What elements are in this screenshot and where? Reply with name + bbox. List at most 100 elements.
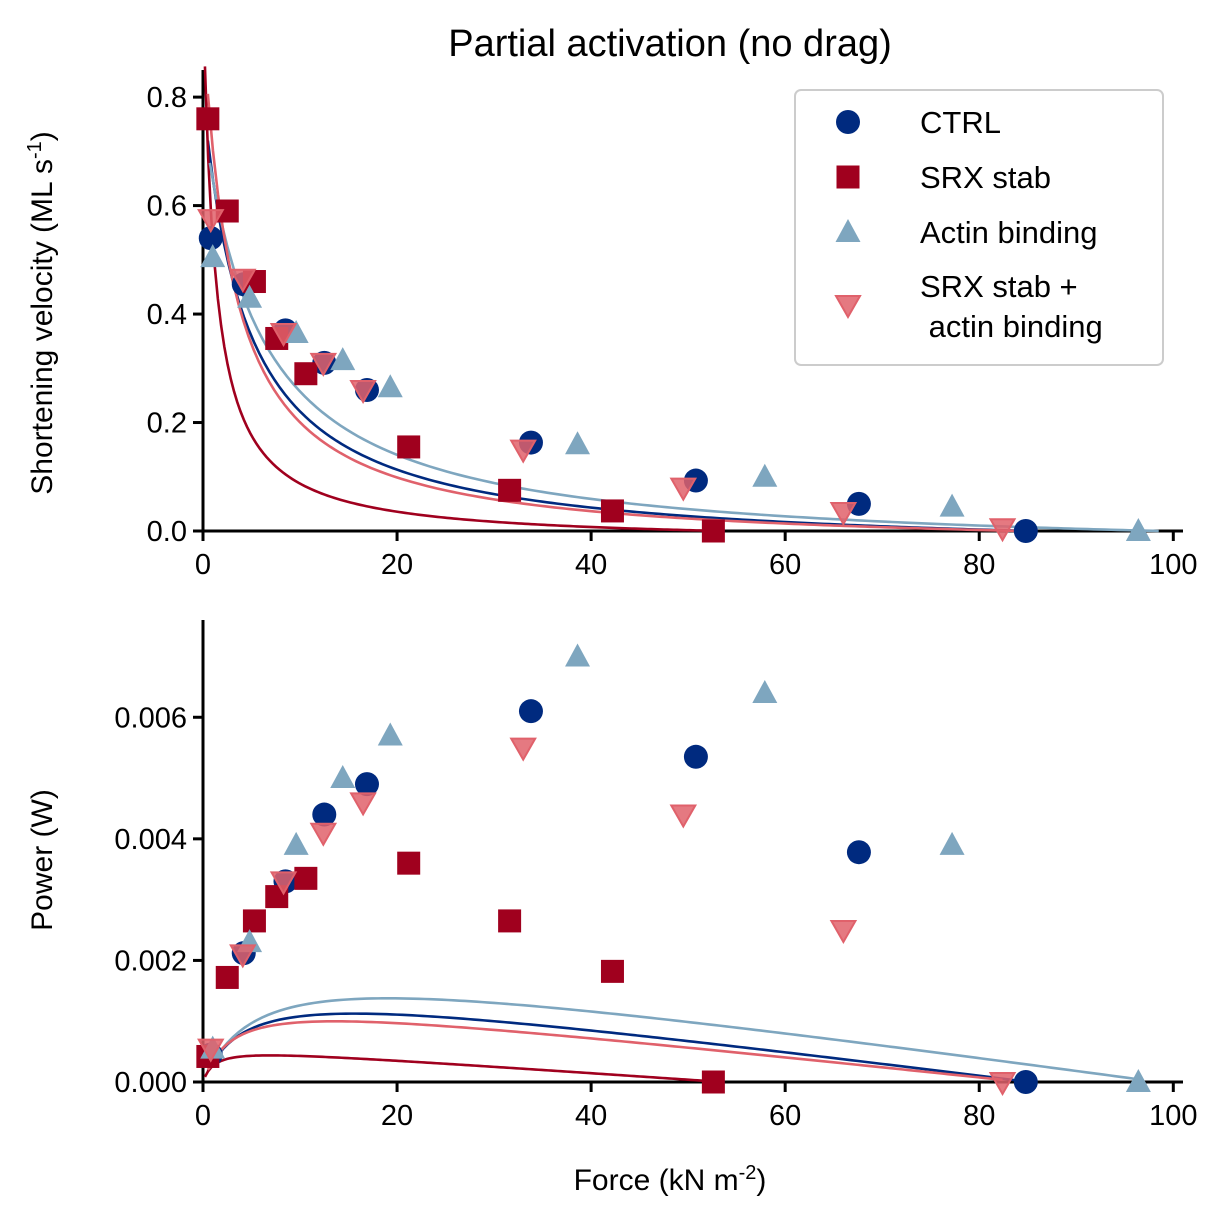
data-point — [312, 802, 337, 827]
legend-label: CTRL — [920, 105, 1001, 140]
data-point — [197, 209, 225, 234]
y-tick-label: 0.000 — [114, 1067, 187, 1099]
y-tick-label: 0.6 — [147, 191, 187, 223]
fit-curve — [203, 66, 723, 533]
y-tick-label: 0.004 — [114, 824, 187, 856]
x-tick-label: 20 — [381, 1100, 413, 1132]
x-tick-label: 60 — [769, 549, 801, 581]
x-tick-label: 100 — [1149, 549, 1197, 581]
data-point — [829, 502, 858, 527]
chart-title: Partial activation (no drag) — [448, 23, 892, 65]
y-tick-label: 0.4 — [147, 299, 187, 331]
legend-marker — [836, 165, 860, 189]
x-tick-label: 60 — [769, 1100, 801, 1132]
data-point — [669, 477, 698, 502]
legend-marker — [835, 219, 861, 242]
data-point — [669, 804, 698, 829]
x-tick-label: 40 — [575, 549, 607, 581]
data-point — [752, 463, 778, 487]
fit-curve — [206, 1020, 1003, 1082]
data-point — [498, 478, 522, 502]
data-point — [215, 965, 239, 989]
data-point — [988, 518, 1017, 543]
data-point — [200, 244, 226, 268]
data-point — [1125, 518, 1151, 541]
x-tick-label: 20 — [381, 549, 413, 581]
data-point — [988, 1072, 1017, 1097]
data-point — [1125, 1069, 1151, 1092]
data-point — [377, 722, 403, 746]
data-point — [701, 519, 725, 543]
data-point — [294, 866, 318, 890]
legend-marker — [834, 295, 862, 320]
y-tick-label: 0.006 — [114, 702, 187, 734]
x-tick-label: 0 — [195, 1100, 211, 1132]
x-tick-label: 80 — [963, 1100, 995, 1132]
data-point — [196, 107, 220, 131]
data-point — [829, 920, 858, 945]
velocity-plot: 0 20 40 60 80 100 0.0 0.2 0.4 0.6 0.8 — [147, 66, 1197, 581]
data-point — [197, 1038, 225, 1063]
legend: CTRL SRX stab Actin binding SRX stab + acti… — [794, 89, 1164, 366]
data-point — [309, 352, 338, 377]
force-x-axis-label: Force (kN m-2) — [574, 1162, 767, 1197]
data-point — [752, 679, 778, 703]
data-point — [283, 831, 309, 855]
data-point — [198, 226, 223, 251]
data-point — [565, 431, 591, 455]
data-point — [846, 491, 871, 516]
data-point — [397, 435, 421, 459]
y-tick-label: 0.2 — [147, 408, 187, 440]
data-point — [397, 851, 421, 875]
legend-label: Actin binding — [920, 215, 1098, 250]
force-x-axis-label-sup: -2 — [739, 1162, 757, 1184]
power-y-axis-label: Power (W) — [26, 789, 59, 931]
data-point — [509, 737, 537, 762]
data-point — [1013, 1070, 1038, 1094]
data-point — [518, 699, 543, 724]
data-point — [229, 944, 257, 969]
data-point — [701, 1070, 725, 1094]
y-tick-label: 0.0 — [147, 516, 187, 548]
data-point — [846, 840, 871, 865]
velocity-y-axis-label: Shortening velocity (ML s-1) — [24, 131, 59, 495]
legend-box — [794, 89, 1164, 366]
legend-marker — [836, 110, 860, 134]
data-point — [237, 284, 263, 308]
data-point — [600, 959, 624, 983]
fit-curve — [208, 997, 1139, 1081]
data-point — [377, 374, 403, 398]
data-point — [215, 199, 239, 223]
data-point — [939, 493, 965, 517]
x-tick-label: 0 — [195, 549, 211, 581]
y-tick-label: 0.8 — [147, 82, 187, 114]
data-point — [330, 347, 356, 371]
data-point — [242, 909, 266, 933]
y-tick-label: 0.002 — [114, 945, 187, 977]
x-tick-label: 80 — [963, 549, 995, 581]
data-point — [498, 909, 522, 933]
velocity-y-axis-label-sup: -1 — [24, 141, 46, 159]
data-point — [354, 772, 379, 797]
data-point — [683, 744, 708, 769]
fit-curve — [206, 1012, 1026, 1083]
data-point — [229, 268, 257, 293]
power-plot: 0 20 40 60 80 100 0.000 0.002 0.004 0.006 — [114, 620, 1197, 1132]
data-point — [565, 643, 591, 667]
data-point — [330, 765, 356, 789]
x-tick-label: 40 — [575, 1100, 607, 1132]
data-point — [349, 379, 377, 405]
fit-curve — [203, 1054, 714, 1083]
data-point — [269, 323, 298, 348]
data-point — [283, 320, 309, 344]
data-point — [294, 362, 318, 386]
data-point — [509, 439, 537, 464]
data-point — [349, 792, 377, 817]
x-tick-label: 100 — [1149, 1100, 1197, 1132]
legend-label: SRX stab — [920, 160, 1051, 195]
data-point — [1013, 519, 1038, 543]
legend-label: SRX stab + actin binding — [920, 269, 1103, 344]
data-point — [309, 822, 338, 847]
data-point — [269, 871, 298, 896]
